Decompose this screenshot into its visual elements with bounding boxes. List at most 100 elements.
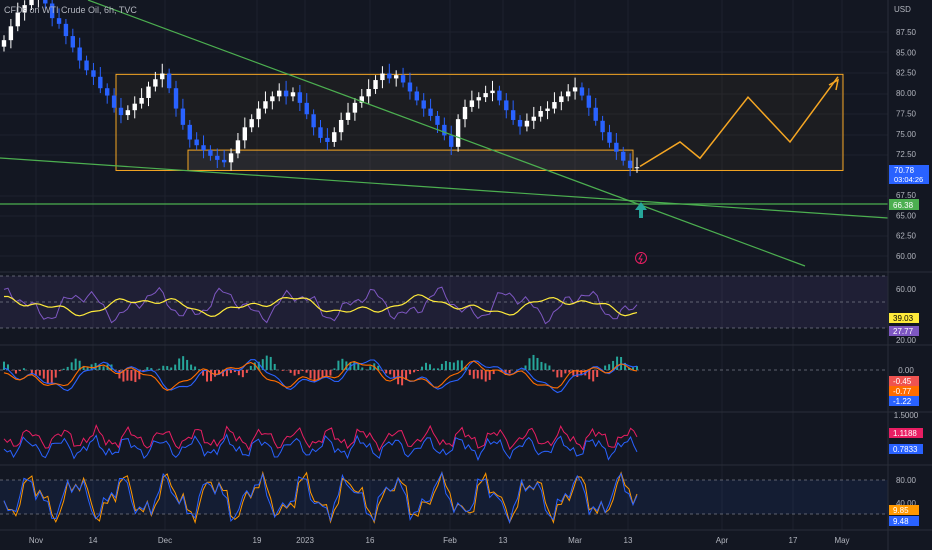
candle-body — [373, 80, 378, 90]
rsi-value: 39.03 — [893, 314, 914, 323]
candle-body — [565, 91, 571, 97]
candle-body — [414, 91, 420, 101]
candle-body — [29, 0, 34, 6]
rsi-badge — [889, 326, 919, 336]
candle-body — [483, 93, 488, 98]
candle-body — [91, 70, 96, 77]
candle-body — [15, 12, 20, 27]
candle-body — [332, 132, 337, 142]
last-price-badge — [889, 165, 929, 184]
ratio-line-a — [3, 424, 638, 452]
projection-arrowhead — [828, 78, 840, 91]
time-axis-label: 2023 — [296, 536, 314, 545]
candle-body — [407, 82, 413, 92]
macd-tick-label: 0.00 — [898, 366, 914, 375]
rsi-ma-line — [4, 294, 638, 318]
candle-body — [297, 92, 303, 103]
candle-body — [201, 145, 206, 151]
candle-body — [256, 108, 261, 120]
time-axis-label: 13 — [624, 536, 633, 545]
candle-body — [242, 127, 248, 141]
candle-body — [400, 75, 406, 83]
candle-body — [476, 97, 481, 101]
candle-body — [290, 92, 296, 97]
candle-body — [393, 75, 399, 79]
candle-body — [469, 100, 475, 107]
candle-body — [449, 135, 454, 147]
candle-body — [497, 90, 502, 101]
candle-body — [283, 90, 289, 97]
stoch-d-line — [3, 471, 638, 524]
price-axis-unit: USD — [894, 5, 911, 14]
candle-body — [490, 90, 495, 94]
time-axis-label: Apr — [716, 536, 729, 545]
candle-body — [146, 86, 151, 98]
macd-badge — [889, 376, 919, 386]
candle-body — [215, 155, 220, 160]
candle-body — [111, 95, 117, 108]
candle-body — [311, 114, 316, 128]
candle-body — [380, 73, 385, 81]
candle-body — [559, 96, 564, 103]
level-label: 66.38 — [893, 201, 914, 210]
candle-body — [462, 106, 468, 120]
ratio-badge — [889, 444, 923, 454]
ratio-line-b — [3, 433, 638, 462]
candle-body — [270, 96, 275, 102]
stoch-tick-label: 40.00 — [896, 499, 917, 508]
candle-body — [132, 103, 137, 111]
candle-body — [160, 73, 165, 80]
level-badge — [889, 199, 919, 210]
time-axis-label: 19 — [253, 536, 262, 545]
last-price-label: 70.78 — [894, 166, 915, 175]
time-axis-label: Feb — [443, 536, 457, 545]
candle-body — [180, 108, 186, 125]
candle-body — [63, 23, 69, 37]
price-tick-label: 72.50 — [896, 150, 917, 159]
rsi-badge — [889, 313, 919, 323]
price-tick-label: 75.00 — [896, 130, 917, 139]
candle-body — [153, 79, 158, 87]
candle-body — [435, 115, 440, 125]
macd-value: -1.22 — [893, 397, 912, 406]
up-arrow-icon — [635, 202, 647, 218]
candle-body — [593, 107, 598, 121]
candle-body — [579, 87, 585, 96]
rsi-line — [3, 286, 638, 325]
stoch-badge — [889, 505, 919, 515]
candle-body — [304, 102, 309, 115]
candle-body — [277, 90, 282, 97]
candle-body — [235, 140, 241, 154]
time-axis-label: May — [834, 536, 849, 545]
macd-line — [3, 359, 638, 394]
time-axis-label: 13 — [499, 536, 508, 545]
candle-body — [208, 150, 213, 156]
stoch-value: 9.85 — [893, 506, 909, 515]
macd-value: -0.77 — [893, 387, 912, 396]
candle-body — [338, 119, 344, 133]
candle-body — [524, 120, 530, 127]
candle-body — [187, 124, 192, 140]
ratio-tick-label: 1.5000 — [894, 411, 919, 420]
candle-body — [345, 112, 351, 120]
candle-body — [139, 97, 144, 104]
stoch-tick-label: 80.00 — [896, 476, 917, 485]
candle-body — [194, 139, 199, 146]
candle-body — [228, 153, 234, 163]
candle-body — [538, 111, 543, 117]
candle-body — [455, 119, 461, 147]
candle-body — [173, 88, 179, 109]
candle-body — [600, 120, 605, 133]
time-axis-label: Dec — [158, 536, 172, 545]
lower-trendline — [0, 157, 889, 219]
candle-body — [166, 73, 172, 89]
rsi-tick-label: 20.00 — [896, 336, 917, 345]
candle-body — [118, 107, 124, 116]
candle-body — [56, 18, 62, 24]
candle-body — [572, 87, 578, 92]
candle-body — [607, 132, 612, 143]
candle-body — [586, 95, 592, 108]
candle-body — [249, 119, 254, 128]
price-tick-label: 65.00 — [896, 211, 917, 220]
